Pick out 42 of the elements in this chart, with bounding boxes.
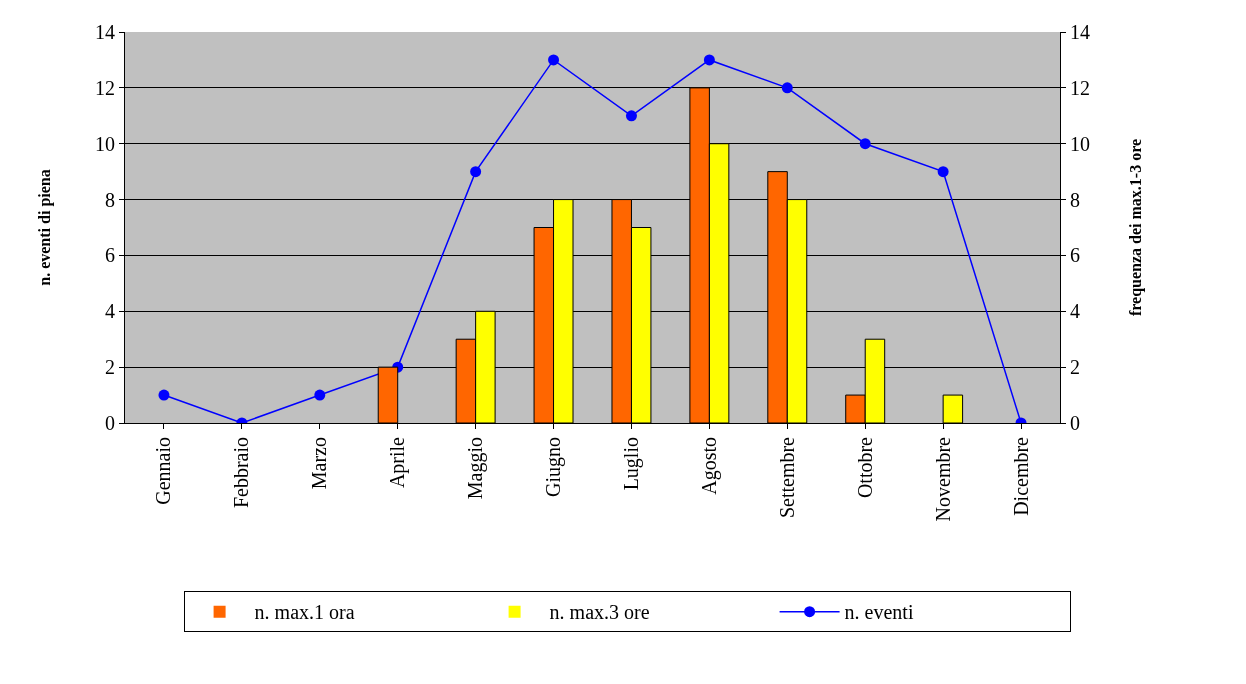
y2-tick-label: 6 [1070,244,1080,267]
legend-label: n. max.3 ore [549,601,650,624]
y-tick-label: 14 [95,21,115,43]
x-tick-label: Giugno [542,437,566,497]
x-tick-label: Luglio [619,437,643,491]
legend-label: n. max.1 ora [254,601,355,624]
y-tick-label: 0 [105,412,115,434]
y2-tick-label: 10 [1070,132,1090,155]
y2-tick-label: 0 [1070,412,1080,434]
point [937,166,949,178]
y-tick-label: 10 [95,132,115,155]
x-tick-label: Novembre [931,436,954,522]
point [859,138,871,150]
y-tick-label: 2 [105,356,115,379]
point [470,166,482,178]
x-tick-label: Febbraio [230,437,253,509]
point [703,54,715,66]
x-tick-label: Agosto [697,437,721,495]
x-tick-label: Ottobre [853,436,876,499]
y2-tick-label: 8 [1070,188,1080,211]
x-tick-label: Dicembre [1009,436,1032,516]
y2-tick-label: 12 [1070,76,1090,99]
y2-tick-label: 14 [1070,21,1090,43]
y2-axis-title: frequenza dei max.1-3 ore [1126,138,1145,317]
y-tick-label: 8 [105,188,115,211]
legend-label: n. eventi [844,601,914,624]
x-tick-label: Maggio [464,437,488,500]
y-tick-label: 4 [105,300,115,323]
x-tick-label: Marzo [308,437,331,490]
point [781,82,793,94]
x-tick-label: Aprile [386,436,410,489]
y2-tick-label: 2 [1070,356,1080,379]
y2-tick-label: 4 [1070,300,1080,323]
y-tick-label: 12 [95,76,115,99]
point [158,389,170,401]
y-axis-title: n. eventi di piena [35,169,54,286]
point [548,54,560,66]
x-tick-label: Gennaio [152,437,175,505]
point [314,389,326,401]
x-tick-label: Settembre [775,436,798,519]
y-tick-label: 6 [105,244,115,267]
point [625,110,637,122]
